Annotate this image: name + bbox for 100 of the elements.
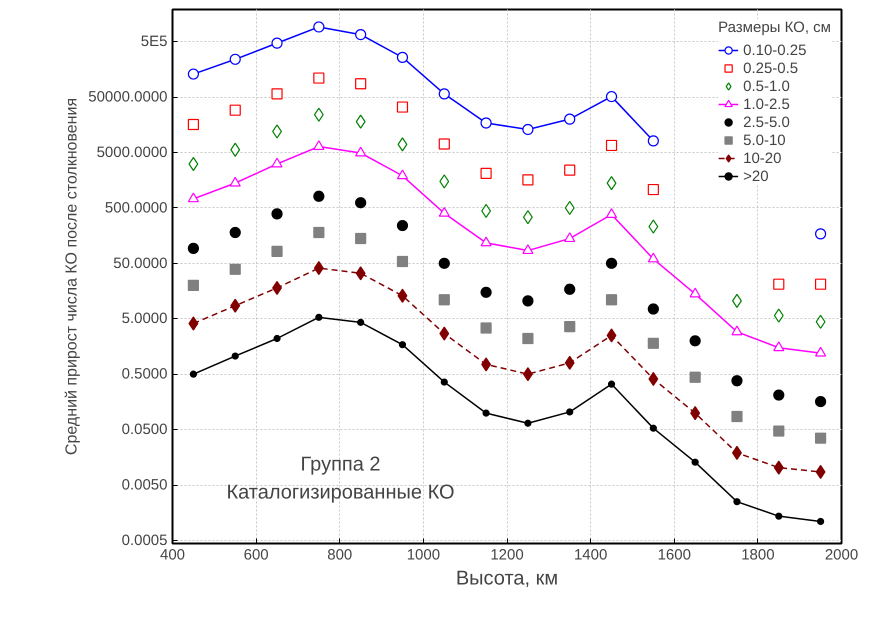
legend-label: 1.0-2.5 (743, 95, 790, 113)
point (564, 284, 576, 295)
legend-label: 0.25-0.5 (743, 59, 798, 77)
point (814, 346, 826, 357)
point (188, 316, 198, 331)
point (522, 174, 534, 186)
point (480, 117, 492, 129)
point (564, 321, 576, 332)
x-tick-label: 1200 (490, 546, 524, 564)
point (690, 372, 701, 383)
legend-label: 5.0-10 (743, 131, 786, 149)
point (522, 124, 534, 136)
point (481, 204, 492, 218)
point (522, 367, 533, 382)
point (273, 334, 281, 342)
point (188, 242, 200, 254)
point (271, 246, 283, 258)
point (606, 90, 618, 102)
point (438, 138, 450, 150)
point (356, 114, 366, 129)
point (314, 260, 324, 276)
x-tick-label: 2000 (824, 546, 858, 564)
point (564, 356, 575, 370)
point (398, 341, 406, 348)
point (271, 38, 283, 49)
point (480, 236, 492, 246)
x-tick-label: 800 (327, 546, 352, 564)
point (648, 135, 659, 146)
point (188, 68, 200, 80)
point (608, 380, 616, 388)
point (773, 389, 784, 401)
point (396, 169, 408, 180)
point (439, 174, 450, 189)
point (522, 210, 533, 224)
point (188, 192, 200, 202)
point (564, 200, 575, 215)
point (230, 298, 240, 313)
point (816, 464, 826, 480)
point (357, 318, 364, 326)
point (690, 406, 700, 420)
point (190, 370, 198, 378)
point (440, 378, 448, 386)
point (690, 335, 701, 346)
point (648, 252, 659, 262)
point (396, 101, 408, 113)
point (355, 197, 366, 208)
point (438, 294, 450, 306)
point (606, 140, 618, 152)
point (314, 108, 324, 122)
point (773, 425, 784, 437)
point (481, 357, 492, 372)
point (522, 295, 534, 306)
point (230, 176, 241, 187)
point (439, 326, 450, 341)
point (271, 88, 283, 100)
point (232, 352, 239, 360)
point (271, 158, 283, 168)
point (313, 72, 324, 84)
y-tick-label: 5E5 (140, 33, 168, 50)
point (648, 338, 659, 349)
point (522, 244, 534, 254)
point (814, 278, 826, 290)
point (313, 21, 324, 33)
y-tick-label: 5000.0000 (96, 144, 168, 161)
point (814, 228, 826, 240)
point (480, 322, 492, 334)
point (816, 518, 824, 526)
point (355, 78, 366, 90)
point (564, 114, 576, 125)
point (731, 325, 743, 336)
x-tick-label: 1800 (741, 546, 775, 564)
x-axis-title: Высота, км (456, 568, 558, 590)
point (648, 219, 658, 234)
point (188, 280, 200, 291)
point (188, 118, 200, 130)
point (480, 168, 492, 179)
x-tick-label: 400 (160, 546, 186, 564)
point (648, 184, 659, 196)
point (650, 424, 657, 432)
point (524, 420, 532, 427)
x-tick-label: 1000 (406, 546, 440, 564)
point (816, 314, 826, 329)
point (814, 432, 826, 444)
point (230, 226, 241, 238)
point (438, 88, 450, 100)
point (482, 410, 490, 417)
point (230, 264, 241, 275)
legend-label: >20 (743, 167, 769, 185)
point (775, 512, 782, 520)
point (774, 308, 784, 323)
point (271, 208, 283, 220)
point (773, 278, 784, 290)
point (315, 314, 322, 321)
point (774, 460, 784, 475)
point (355, 146, 366, 156)
point (313, 140, 324, 150)
point (313, 190, 324, 202)
point (606, 208, 618, 218)
y-tick-label: 0.0050 (122, 476, 168, 494)
point (814, 396, 826, 408)
